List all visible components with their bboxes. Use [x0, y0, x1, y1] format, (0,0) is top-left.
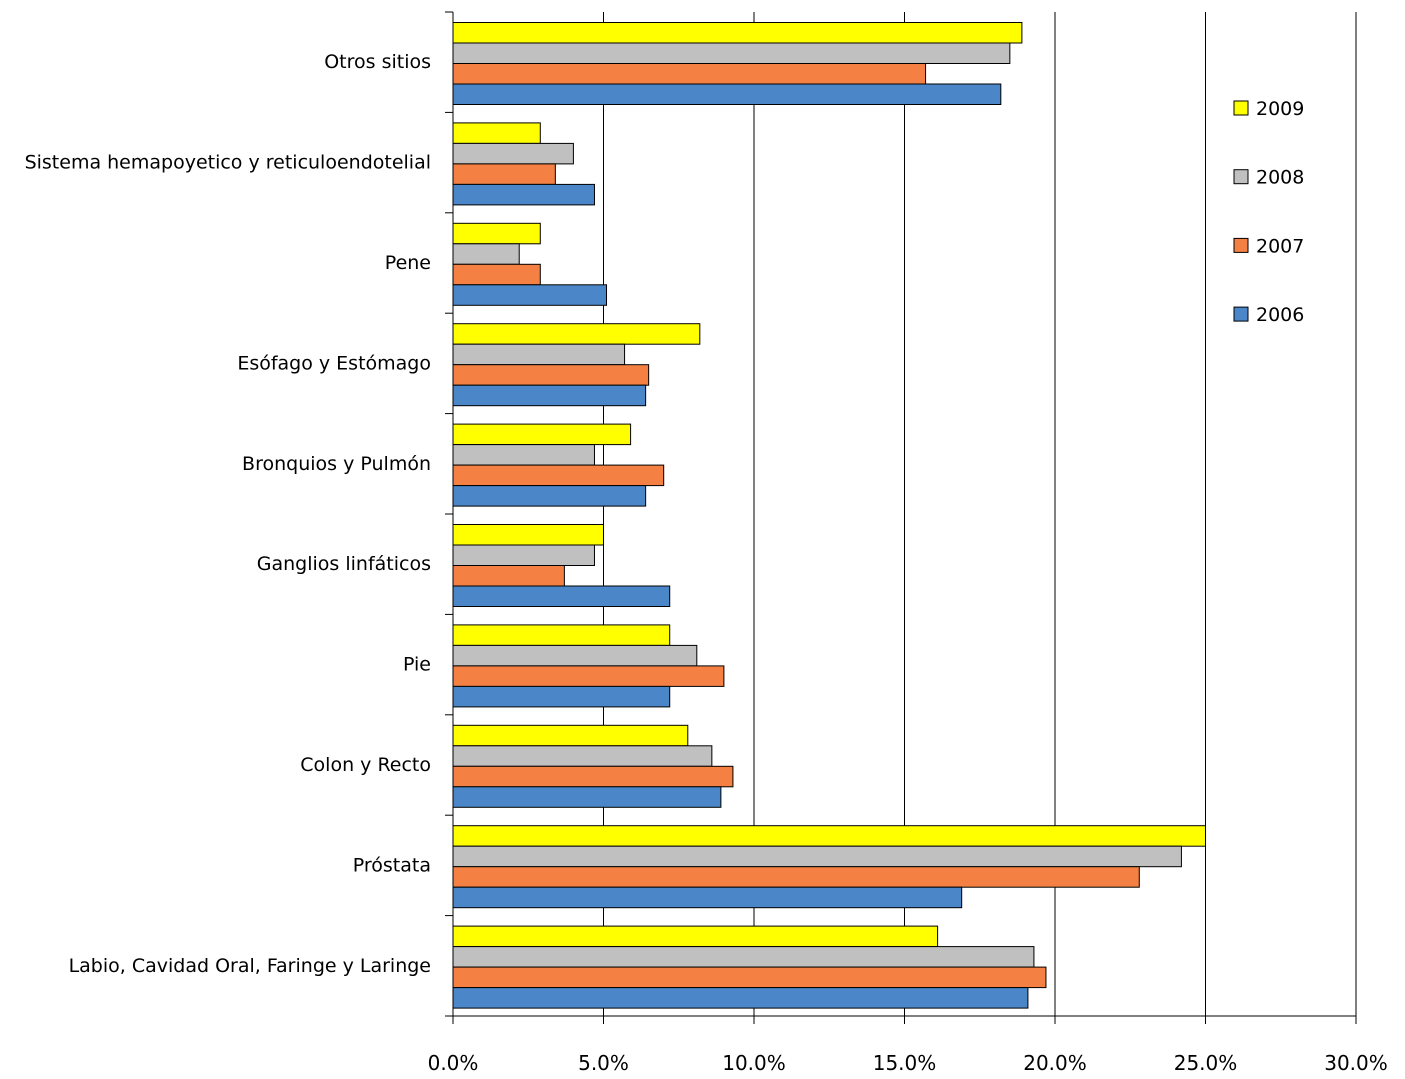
- bar-2008: [452, 142, 574, 165]
- legend-swatch-2009: [1233, 100, 1249, 116]
- bar-2008: [452, 243, 520, 265]
- legend-label: 2008: [1256, 167, 1304, 189]
- bar-2009: [452, 624, 671, 646]
- bar-2009: [452, 323, 701, 345]
- bars: [452, 22, 1206, 1009]
- category-label: Sistema hemapoyetico y reticuloendotelia…: [25, 152, 431, 174]
- x-tick-label: 25.0%: [1174, 1051, 1238, 1075]
- bar-2006: [452, 786, 722, 808]
- bar-2006: [452, 284, 608, 306]
- bar-2009: [452, 724, 689, 747]
- bar-2009: [452, 423, 632, 446]
- x-tick-label: 20.0%: [1023, 1051, 1087, 1075]
- bar-2007: [452, 765, 734, 788]
- legend-swatch-2007: [1233, 237, 1249, 253]
- bar-2006: [452, 987, 1029, 1009]
- bar-2008: [452, 644, 698, 667]
- legend-label: 2007: [1256, 235, 1304, 257]
- category-label: Labio, Cavidad Oral, Faringe y Laringe: [69, 955, 431, 977]
- bar-2007: [452, 565, 565, 587]
- legend-label: 2006: [1256, 304, 1304, 326]
- bar-2009: [452, 524, 604, 546]
- bar-2007: [452, 63, 927, 85]
- bar-2006: [452, 183, 595, 206]
- bar-2007: [452, 364, 650, 386]
- bar-2008: [452, 845, 1182, 868]
- bar-2008: [452, 42, 1011, 64]
- category-label: Próstata: [353, 854, 431, 876]
- legend-swatch-2008: [1233, 169, 1249, 185]
- category-labels: Otros sitios Sistema hemapoyetico y retic…: [25, 51, 431, 977]
- legend-label: 2009: [1256, 98, 1304, 120]
- x-tick-label: 0.0%: [428, 1051, 479, 1075]
- category-label: Colon y Recto: [300, 754, 431, 776]
- bar-2008: [452, 343, 626, 366]
- category-label: Otros sitios: [324, 51, 431, 73]
- x-tick-label: 30.0%: [1324, 1051, 1388, 1075]
- x-tick-label: 10.0%: [722, 1051, 786, 1075]
- category-label: Esófago y Estómago: [237, 352, 431, 374]
- bar-2009: [452, 122, 541, 144]
- bar-2007: [452, 966, 1047, 989]
- bar-2007: [452, 665, 725, 687]
- bar-2008: [452, 946, 1035, 968]
- bar-2008: [452, 544, 595, 566]
- bar-2007: [452, 866, 1140, 888]
- bar-2007: [452, 263, 541, 286]
- bar-2006: [452, 585, 671, 607]
- category-label: Bronquios y Pulmón: [242, 453, 431, 475]
- bar-2009: [452, 925, 939, 948]
- bar-2009: [452, 825, 1206, 847]
- legend: 2009 2008 2007 2006: [1233, 98, 1304, 326]
- category-label: Pie: [403, 654, 431, 676]
- bar-2009: [452, 22, 1023, 44]
- x-tick-label: 15.0%: [873, 1051, 937, 1075]
- bar-2008: [452, 745, 713, 767]
- category-label: Pene: [385, 252, 431, 274]
- bar-2008: [452, 444, 595, 466]
- bar-2006: [452, 685, 671, 708]
- x-tick-label: 5.0%: [578, 1051, 629, 1075]
- bar-2006: [452, 384, 647, 407]
- bar-2009: [452, 222, 541, 245]
- axes: [445, 11, 1357, 1024]
- category-label: Ganglios linfáticos: [257, 553, 431, 575]
- legend-swatch-2006: [1233, 306, 1249, 322]
- bar-2007: [452, 163, 556, 185]
- bar-2006: [452, 83, 1002, 105]
- x-tick-labels: 0.0% 5.0% 10.0% 15.0% 20.0% 25.0% 30.0%: [428, 1051, 1388, 1075]
- bar-2006: [452, 886, 963, 909]
- bar-2006: [452, 485, 647, 507]
- bar-2007: [452, 464, 665, 487]
